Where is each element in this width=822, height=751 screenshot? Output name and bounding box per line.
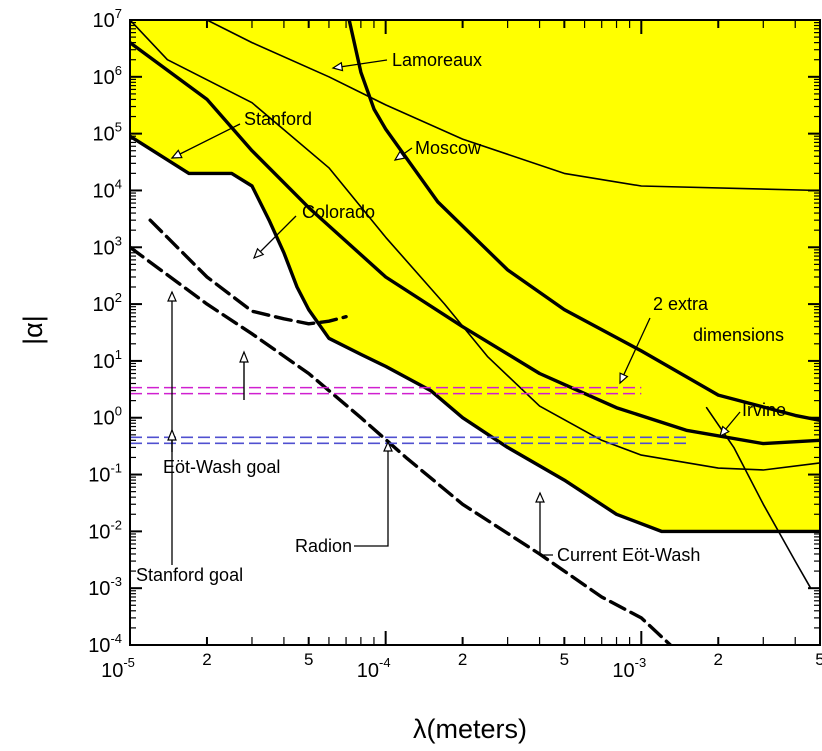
annotation-arrowhead [167, 290, 177, 302]
annotation-label: 2 extra [653, 294, 709, 314]
annotation-arrowhead [535, 491, 545, 503]
annotation-label: Moscow [415, 138, 482, 158]
x-tick-label: 5 [304, 650, 313, 669]
x-tick-label: 10-4 [357, 655, 391, 682]
series-e-t-wash-goal [130, 245, 673, 645]
y-tick-label: 106 [93, 63, 122, 89]
annotation-label: Current Eöt-Wash [557, 545, 700, 565]
series-stanford-goal [148, 218, 348, 326]
y-tick-label: 105 [93, 120, 122, 146]
annotation-label: Irvine [742, 400, 786, 420]
y-tick-label: 103 [93, 233, 122, 259]
x-tick-label: 10-3 [612, 655, 646, 682]
x-tick-label: 10-5 [101, 655, 135, 682]
annotation-label: Stanford [244, 109, 312, 129]
axes-layer: 107 106 105 104 103 102 101 100 10-1 10-2 10-3 10-4… [18, 6, 822, 744]
annotation-leader [619, 317, 651, 384]
x-tick-label: 5 [560, 650, 569, 669]
annotation-label: Colorado [302, 202, 375, 222]
annotation-label: Radion [295, 536, 352, 556]
annotations-layer: Lamoreaux Stanford Moscow Colorado 2 extra di… [136, 50, 786, 585]
annotation-arrowhead [331, 61, 344, 72]
annotation-leader [253, 215, 297, 259]
x-tick-label: 2 [714, 650, 723, 669]
y-tick-label: 10-3 [88, 574, 122, 600]
series-lamoreaux [206, 20, 820, 192]
annotation-label: Lamoreaux [392, 50, 482, 70]
x-tick-label: 5 [815, 650, 822, 669]
y-tick-label: 107 [93, 6, 122, 32]
annotation-arrowhead [252, 247, 265, 260]
annotation-leader [539, 493, 553, 556]
annotation-label: dimensions [693, 325, 784, 345]
annotation-arrowhead [383, 440, 393, 452]
annotation-arrowhead [619, 372, 629, 385]
excluded-region [130, 20, 820, 532]
annotation-leader [171, 123, 241, 159]
y-axis-title: |α| [18, 315, 48, 345]
annotation-leader [354, 442, 389, 547]
y-tick-label: 104 [93, 176, 122, 202]
annotation-arrowhead [170, 149, 183, 159]
annotation-arrowhead [719, 425, 730, 438]
annotation-label: Eöt-Wash goal [163, 457, 280, 477]
series-current-e-t-wash [130, 134, 820, 534]
x-axis-title: λ(meters) [413, 714, 527, 744]
series-moscow [347, 20, 820, 422]
x-tick-label: 2 [458, 650, 467, 669]
y-tick-label: 100 [93, 404, 122, 430]
goal-marker-arrowhead [167, 428, 177, 441]
series-stanford [130, 20, 820, 471]
plot-frame [129, 19, 821, 646]
annotation-label: Stanford goal [136, 565, 243, 585]
y-tick-label: 101 [93, 347, 122, 373]
goal-marker-arrowhead [239, 350, 249, 363]
annotation-arrowhead [393, 150, 406, 161]
y-tick-label: 10-4 [88, 631, 122, 657]
y-tick-label: 102 [93, 290, 122, 316]
y-tick-label: 10-1 [88, 461, 122, 487]
x-tick-label: 2 [202, 650, 211, 669]
y-tick-label: 10-2 [88, 517, 122, 543]
excluded-region-layer [130, 20, 820, 532]
series-colorado [130, 40, 820, 446]
